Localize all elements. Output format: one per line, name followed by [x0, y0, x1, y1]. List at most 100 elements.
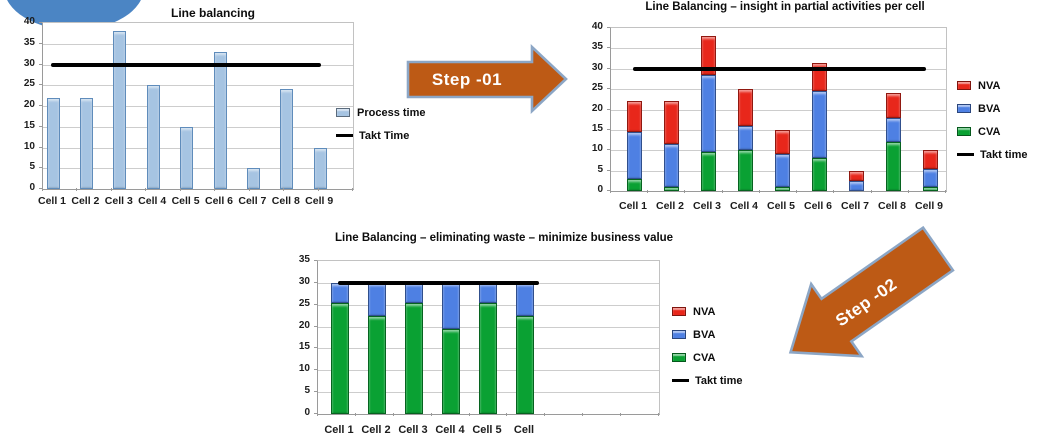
bar-segment-bva [848, 180, 864, 191]
x-category-label: Cell 3 [398, 424, 428, 436]
x-axis-tick [684, 190, 686, 193]
x-category-label: Cell 2 [655, 200, 684, 212]
y-axis-label: 10 [23, 140, 35, 152]
bar-segment-bva [811, 91, 827, 159]
chart1-legend: Process time Takt Time [336, 106, 425, 152]
x-axis-tick [179, 188, 181, 191]
y-axis-tick [39, 84, 42, 86]
y-axis-label: 25 [298, 297, 310, 309]
gridline [43, 168, 353, 170]
bar-segment-bva [700, 74, 716, 153]
x-category-label: Cell 3 [104, 195, 133, 207]
gridline [43, 43, 353, 45]
x-axis-tick [610, 190, 611, 193]
bar-segment-nva [922, 150, 938, 169]
y-axis-label: 0 [29, 182, 35, 193]
legend-item-nva: NVA [957, 79, 1027, 92]
y-axis-label: 0 [597, 184, 603, 195]
x-axis-tick [354, 413, 356, 416]
legend-item-process-time: Process time [336, 106, 425, 119]
nva-swatch [672, 307, 686, 316]
x-axis-tick [721, 190, 723, 193]
y-axis-label: 15 [591, 122, 603, 134]
x-axis-tick [110, 188, 112, 191]
bar-segment-process-time [146, 85, 160, 189]
bar-segment-nva [663, 101, 679, 145]
y-axis-tick [607, 190, 610, 191]
bar-segment-cva [442, 328, 460, 414]
bar-segment-cva [774, 186, 790, 191]
chart2-legend: NVA BVA CVA Takt time [957, 79, 1027, 171]
step-02-arrow-label: Step -02 [832, 275, 900, 331]
y-axis-tick [314, 303, 317, 305]
y-axis-tick [39, 125, 42, 127]
y-axis-tick [39, 146, 42, 148]
bar-segment-cva [516, 315, 534, 414]
legend-label: Takt time [980, 148, 1028, 161]
x-axis-tick [42, 188, 43, 191]
bar-segment-nva [700, 36, 716, 75]
takt-time-line [51, 62, 321, 67]
y-axis-label: 20 [23, 99, 35, 110]
x-category-label: Cell 6 [204, 195, 233, 207]
legend-item-takt-time: Takt Time [336, 129, 425, 142]
x-axis-tick [758, 190, 760, 193]
bar-segment-cva [663, 186, 679, 191]
bar-segment-bva [405, 282, 423, 303]
y-axis-label: 0 [304, 407, 310, 418]
bar-segment-process-time [180, 126, 194, 189]
x-category-label: Cell 4 [729, 200, 758, 212]
y-axis-label: 35 [23, 36, 35, 48]
x-axis-tick [317, 188, 319, 191]
gridline [43, 147, 353, 149]
x-axis-tick [907, 190, 909, 193]
y-axis-tick [314, 347, 317, 349]
y-axis-tick [314, 260, 317, 261]
bar-segment-cva [737, 150, 753, 191]
bar-segment-process-time [113, 31, 127, 189]
bar-segment-nva [848, 170, 864, 181]
x-axis-tick [76, 188, 78, 191]
takt-time-line-swatch [336, 134, 353, 137]
bar-segment-nva [737, 89, 753, 126]
y-axis-tick [39, 22, 42, 23]
bar-segment-cva [811, 158, 827, 191]
bar-segment-bva [626, 131, 642, 179]
y-axis-label: 5 [304, 385, 310, 397]
y-axis-label: 35 [298, 254, 310, 265]
x-category-label: Cell 7 [840, 200, 869, 212]
y-axis-label: 20 [298, 319, 310, 331]
x-category-label: Cell 3 [692, 200, 721, 212]
bva-swatch [957, 104, 971, 113]
bar-segment-nva [626, 101, 642, 132]
y-axis-tick [607, 47, 610, 49]
takt-time-line-swatch [672, 379, 689, 382]
y-axis-tick [39, 105, 42, 106]
bar-segment-bva [442, 282, 460, 329]
x-axis-tick [468, 413, 470, 416]
x-category-label: Cell 8 [877, 200, 906, 212]
y-axis-label: 15 [298, 341, 310, 353]
chart-line-balancing: Line balancing Process time Takt Time 0 5… [8, 6, 433, 218]
y-axis-label: 30 [23, 57, 35, 69]
legend-label: NVA [978, 79, 1001, 92]
x-axis-tick [658, 413, 659, 416]
bar-segment-cva [922, 186, 938, 191]
y-axis-tick [39, 167, 42, 169]
x-category-label: Cell 5 [472, 424, 502, 436]
chart3-plot-area [317, 260, 660, 415]
x-category-label: Cell 2 [361, 424, 391, 436]
chart1-plot-area [42, 22, 354, 190]
gridline [611, 109, 946, 111]
y-axis-label: 35 [591, 41, 603, 53]
x-axis-tick [945, 190, 946, 193]
x-category-label: Cell 2 [71, 195, 100, 207]
x-axis-tick [833, 190, 835, 193]
bar-segment-cva [368, 315, 386, 414]
bva-swatch [672, 330, 686, 339]
bar-segment-nva [774, 129, 790, 155]
x-axis-tick [283, 188, 285, 191]
x-category-label: Cell 6 [803, 200, 832, 212]
bar-segment-bva [774, 154, 790, 187]
